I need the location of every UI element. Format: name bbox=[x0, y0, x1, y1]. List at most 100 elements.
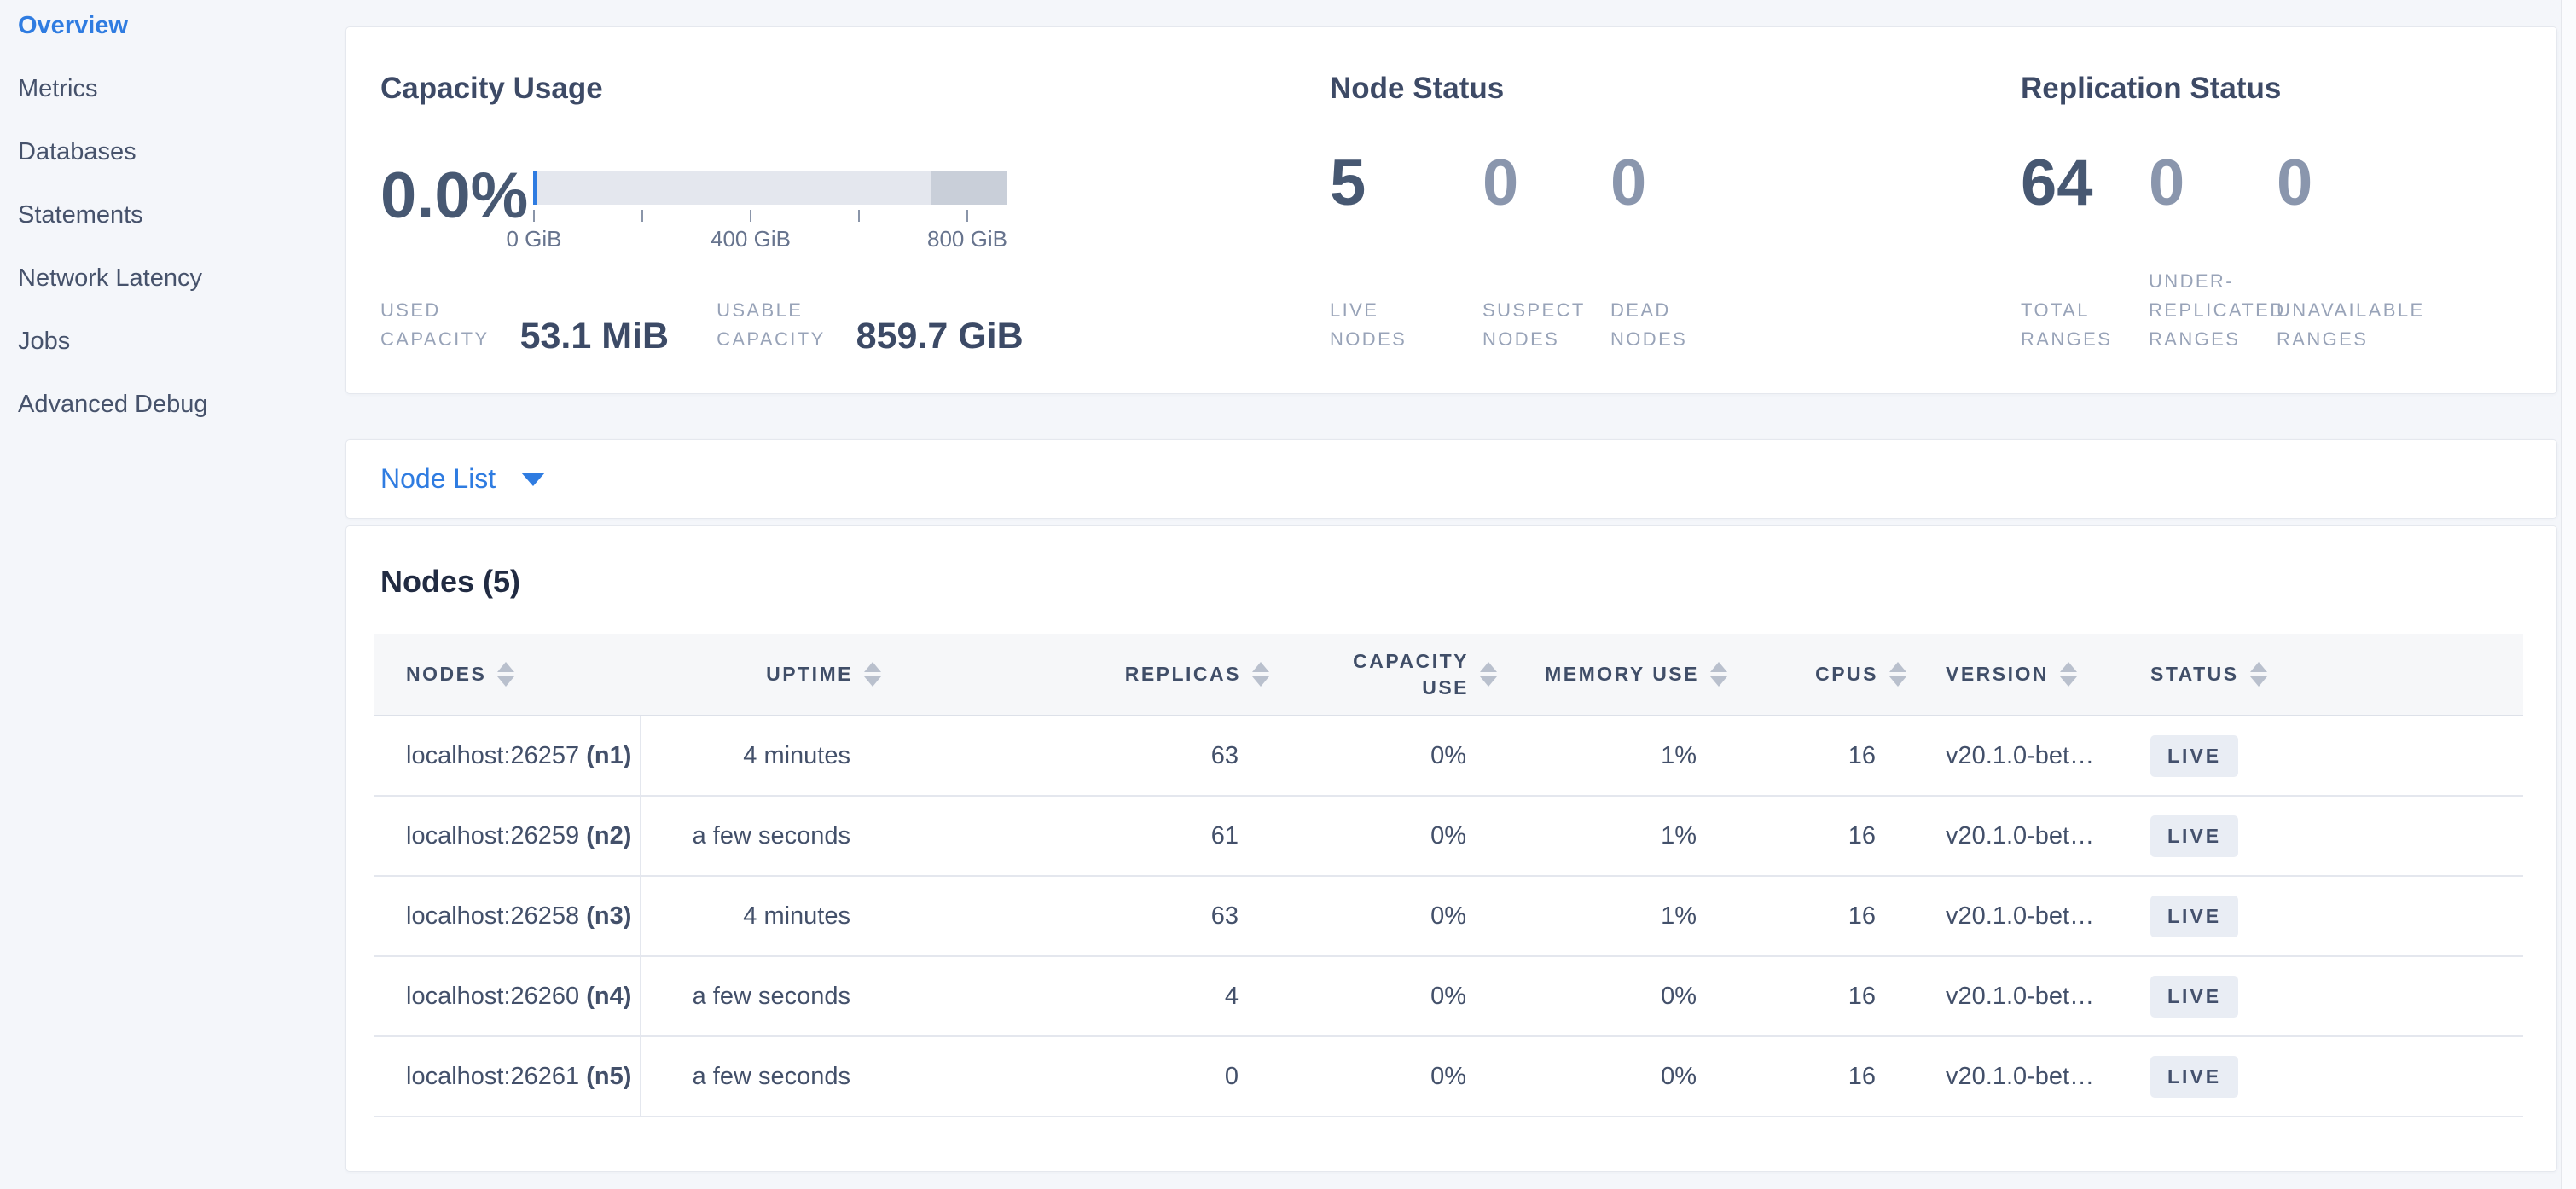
table-row-node-4: localhost:26260 (n4) a few seconds 4 0% … bbox=[374, 956, 2523, 1037]
column-header-cpus[interactable]: CPUS bbox=[1734, 634, 1913, 716]
version-cell: v20.1.0-bet… bbox=[1913, 1036, 2118, 1117]
unavailable-ranges-label: UNAVAILABLE RANGES bbox=[2277, 296, 2524, 354]
live-nodes-label-line2: NODES bbox=[1330, 328, 1407, 350]
column-header-nodes[interactable]: NODES bbox=[374, 634, 641, 716]
node-name-link[interactable]: localhost:26261 (n5) bbox=[374, 1036, 641, 1117]
capacity-use-cell: 0% bbox=[1276, 956, 1504, 1037]
used-capacity-value: 53.1 MiB bbox=[519, 316, 670, 357]
version-cell: v20.1.0-bet… bbox=[1913, 876, 2118, 957]
node-address: localhost:26258 bbox=[406, 902, 587, 930]
total-ranges-label-line2: RANGES bbox=[2021, 328, 2113, 350]
node-id: (n1) bbox=[586, 741, 632, 769]
sort-icon[interactable] bbox=[1480, 661, 1497, 687]
gauge-tick bbox=[750, 210, 751, 222]
node-list-dropdown-label[interactable]: Node List bbox=[380, 463, 496, 494]
sort-icon[interactable] bbox=[497, 662, 515, 687]
column-header-replicas[interactable]: REPLICAS bbox=[888, 634, 1276, 716]
suspect-nodes-label: SUSPECT NODES bbox=[1482, 296, 1610, 354]
status-badge: LIVE bbox=[2150, 815, 2239, 857]
node-address: localhost:26261 bbox=[406, 1062, 587, 1090]
gauge-tick bbox=[533, 210, 535, 222]
sidebar-item-advanced-debug[interactable]: Advanced Debug bbox=[18, 390, 208, 418]
uptime-cell: a few seconds bbox=[641, 1036, 888, 1117]
nodes-table: NODES UPTIME REPLICAS CAPACITY USE bbox=[374, 634, 2523, 1117]
node-name-link[interactable]: localhost:26258 (n3) bbox=[374, 876, 641, 957]
sort-icon[interactable] bbox=[1252, 662, 1269, 687]
node-id: (n5) bbox=[586, 1062, 632, 1090]
sort-icon[interactable] bbox=[2060, 662, 2078, 687]
node-address: localhost:26259 bbox=[406, 821, 587, 850]
memory-use-cell: 0% bbox=[1504, 1036, 1734, 1117]
node-name-link[interactable]: localhost:26260 (n4) bbox=[374, 956, 641, 1037]
uptime-cell: 4 minutes bbox=[641, 876, 888, 957]
sidebar-item-statements[interactable]: Statements bbox=[18, 200, 143, 229]
column-header-uptime-label: UPTIME bbox=[766, 663, 853, 685]
column-header-status[interactable]: STATUS bbox=[2118, 634, 2523, 716]
usable-capacity-value: 859.7 GiB bbox=[856, 316, 1024, 357]
column-header-status-label: STATUS bbox=[2150, 663, 2239, 685]
sort-icon[interactable] bbox=[864, 662, 881, 687]
chevron-down-icon[interactable] bbox=[521, 472, 546, 486]
status-cell: LIVE bbox=[2118, 956, 2523, 1037]
node-list-dropdown[interactable]: Node List bbox=[345, 439, 2557, 519]
live-nodes-count: 5 bbox=[1330, 147, 1366, 219]
sort-icon[interactable] bbox=[1889, 662, 1906, 687]
node-name-link[interactable]: localhost:26259 (n2) bbox=[374, 796, 641, 877]
capacity-use-cell: 0% bbox=[1276, 1036, 1504, 1117]
node-name-link[interactable]: localhost:26257 (n1) bbox=[374, 716, 641, 797]
node-address: localhost:26257 bbox=[406, 741, 587, 769]
status-badge: LIVE bbox=[2150, 975, 2239, 1018]
table-row-node-1: localhost:26257 (n1) 4 minutes 63 0% 1% … bbox=[374, 716, 2523, 797]
used-capacity-label-line1: USED bbox=[380, 299, 441, 321]
gauge-tick bbox=[641, 210, 643, 222]
sidebar-item-databases[interactable]: Databases bbox=[18, 137, 136, 165]
sidebar-item-overview[interactable]: Overview bbox=[18, 11, 128, 39]
capacity-usage-section: Capacity Usage 0.0% 0 GiB 400 GiB 800 Gi… bbox=[380, 27, 1344, 393]
gauge-tick-label-800: 800 GiB bbox=[927, 226, 1007, 252]
column-header-cpus-label: CPUS bbox=[1815, 663, 1878, 685]
replicas-cell: 4 bbox=[888, 956, 1276, 1037]
usable-capacity-label: USABLE CAPACITY bbox=[717, 296, 826, 354]
version-cell: v20.1.0-bet… bbox=[1913, 796, 2118, 877]
scrollbar-track[interactable] bbox=[2561, 0, 2576, 1189]
unavailable-label-line2: RANGES bbox=[2277, 328, 2369, 350]
capacity-usage-title: Capacity Usage bbox=[380, 72, 603, 105]
suspect-nodes-count: 0 bbox=[1482, 147, 1519, 219]
suspect-nodes-stat: 0 SUSPECT NODES bbox=[1482, 138, 1610, 354]
cpus-cell: 16 bbox=[1734, 796, 1913, 877]
cpus-cell: 16 bbox=[1734, 956, 1913, 1037]
status-badge: LIVE bbox=[2150, 734, 2239, 777]
column-header-uptime[interactable]: UPTIME bbox=[641, 634, 888, 716]
total-ranges-count: 64 bbox=[2021, 147, 2093, 219]
column-header-memory-use[interactable]: MEMORY USE bbox=[1504, 634, 1734, 716]
gauge-tick-label-400: 400 GiB bbox=[711, 226, 791, 252]
capacity-gauge-other-segment bbox=[931, 171, 1007, 205]
capacity-gauge-used-marker bbox=[533, 171, 537, 205]
usable-capacity-label-line1: USABLE bbox=[717, 299, 804, 321]
cpus-cell: 16 bbox=[1734, 1036, 1913, 1117]
sidebar-item-network-latency[interactable]: Network Latency bbox=[18, 264, 202, 292]
column-header-version-label: VERSION bbox=[1946, 663, 2050, 685]
table-row-node-3: localhost:26258 (n3) 4 minutes 63 0% 1% … bbox=[374, 876, 2523, 957]
memory-use-cell: 1% bbox=[1504, 716, 1734, 797]
column-header-memory-use-label: MEMORY USE bbox=[1545, 663, 1699, 685]
sort-icon[interactable] bbox=[1710, 662, 1727, 687]
cpus-cell: 16 bbox=[1734, 876, 1913, 957]
under-replicated-ranges-stat: 0 UNDER- REPLICATED RANGES bbox=[2149, 138, 2283, 354]
column-header-capacity-use[interactable]: CAPACITY USE bbox=[1276, 634, 1504, 716]
sort-icon[interactable] bbox=[2249, 662, 2267, 687]
gauge-tick-label-0: 0 GiB bbox=[506, 226, 562, 252]
live-nodes-label-line1: LIVE bbox=[1330, 299, 1379, 321]
table-row-node-2: localhost:26259 (n2) a few seconds 61 0%… bbox=[374, 796, 2523, 877]
memory-use-cell: 0% bbox=[1504, 956, 1734, 1037]
version-cell: v20.1.0-bet… bbox=[1913, 956, 2118, 1037]
column-header-version[interactable]: VERSION bbox=[1913, 634, 2118, 716]
dead-nodes-label: DEAD NODES bbox=[1610, 296, 1824, 354]
column-header-capacity-use-label: CAPACITY USE bbox=[1353, 649, 1469, 699]
sidebar-item-metrics[interactable]: Metrics bbox=[18, 74, 98, 102]
version-cell: v20.1.0-bet… bbox=[1913, 716, 2118, 797]
uptime-cell: 4 minutes bbox=[641, 716, 888, 797]
unavailable-ranges-stat: 0 UNAVAILABLE RANGES bbox=[2277, 138, 2524, 354]
sidebar-item-jobs[interactable]: Jobs bbox=[18, 327, 71, 355]
